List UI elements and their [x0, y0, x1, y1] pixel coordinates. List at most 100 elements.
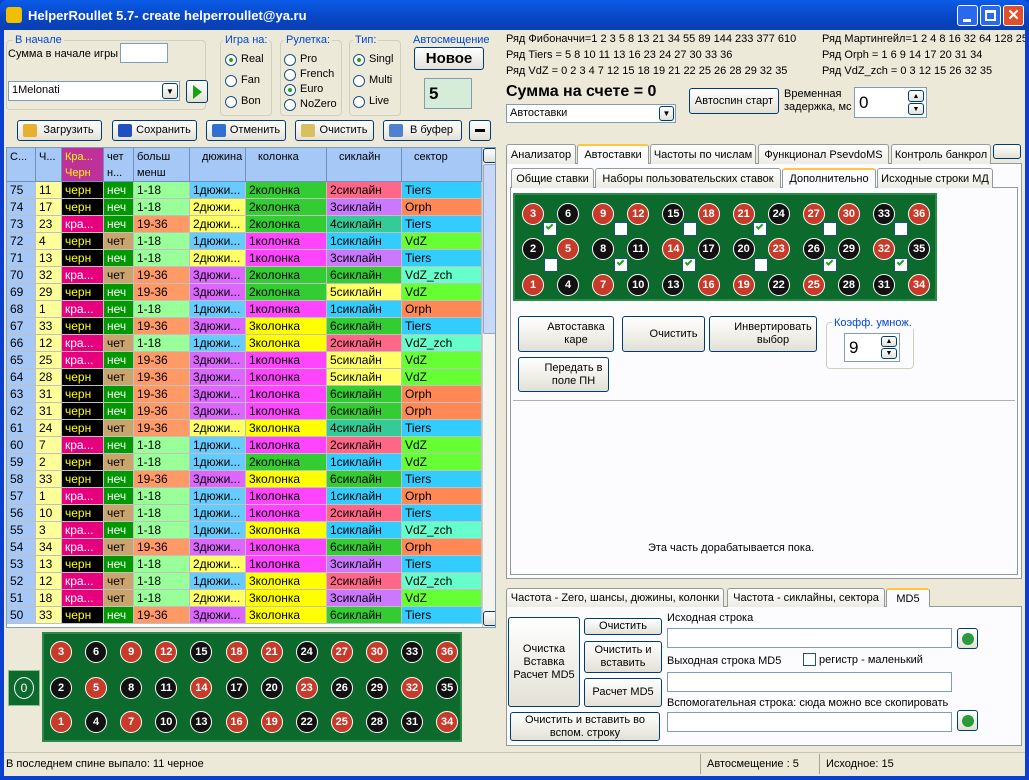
number-ball[interactable]: 9 [120, 641, 143, 663]
corner-checkbox[interactable] [823, 258, 837, 272]
number-ball[interactable]: 32 [401, 677, 423, 699]
toolbar-button[interactable]: Загрузить [17, 120, 102, 141]
scrollbar[interactable] [482, 148, 495, 627]
tab[interactable]: Частота - сиклайны, сектора [727, 588, 885, 607]
autospin-button[interactable]: Автоспин старт [689, 88, 779, 114]
number-ball[interactable]: 30 [837, 203, 860, 225]
number-ball[interactable]: 6 [85, 641, 108, 663]
column-header[interactable]: дюжина [190, 148, 246, 182]
corner-checkbox[interactable] [544, 258, 558, 272]
number-ball[interactable]: 12 [627, 203, 650, 225]
number-ball[interactable]: 27 [330, 641, 353, 663]
number-ball[interactable]: 35 [436, 677, 459, 699]
corner-checkbox[interactable] [753, 222, 767, 236]
number-ball[interactable]: 17 [225, 677, 248, 699]
number-ball[interactable]: 25 [802, 274, 825, 296]
number-ball[interactable]: 3 [50, 641, 72, 663]
radio[interactable] [225, 96, 237, 108]
number-ball[interactable]: 31 [401, 711, 423, 733]
spin-up[interactable]: ▲ [881, 336, 897, 347]
number-ball[interactable]: 18 [225, 641, 248, 663]
column-header[interactable]: сектор [402, 148, 482, 182]
source-input[interactable] [667, 628, 952, 648]
toolbar-button[interactable]: В буфер [383, 120, 462, 141]
number-ball[interactable]: 15 [190, 641, 213, 663]
spin-down[interactable]: ▼ [908, 103, 924, 115]
radio[interactable] [284, 99, 296, 111]
radio[interactable] [225, 75, 237, 87]
number-ball[interactable]: 10 [155, 711, 178, 733]
radio[interactable] [284, 69, 296, 81]
number-ball[interactable]: 20 [260, 677, 283, 699]
number-ball[interactable]: 24 [295, 641, 318, 663]
aux-input[interactable] [667, 712, 952, 732]
scroll-down[interactable] [483, 611, 495, 626]
column-header[interactable]: Ч... [36, 148, 62, 182]
number-ball[interactable]: 4 [85, 711, 108, 733]
radio[interactable] [284, 84, 296, 96]
number-ball[interactable]: 35 [908, 238, 931, 260]
number-ball[interactable]: 7 [592, 274, 615, 296]
number-ball[interactable]: 22 [767, 274, 790, 296]
number-ball[interactable]: 13 [190, 711, 213, 733]
corner-checkbox[interactable] [754, 258, 768, 272]
corner-checkbox[interactable] [614, 258, 628, 272]
tab[interactable]: Частоты по числам [650, 144, 756, 164]
number-ball[interactable]: 29 [837, 238, 860, 260]
scroll-thumb[interactable] [483, 164, 495, 334]
number-ball[interactable]: 7 [120, 711, 143, 733]
corner-checkbox[interactable] [682, 258, 696, 272]
md5-clear-button[interactable]: Очистить [584, 618, 662, 635]
number-ball[interactable]: 18 [697, 203, 720, 225]
number-ball[interactable]: 13 [662, 274, 685, 296]
delay-spinner[interactable]: 0 ▲ ▼ [854, 87, 927, 118]
tab[interactable]: Наборы пользовательских ставок [595, 168, 781, 188]
number-ball[interactable]: 6 [557, 203, 580, 225]
number-ball[interactable]: 19 [732, 274, 755, 296]
tab[interactable]: MD5 [886, 588, 930, 607]
number-ball[interactable]: 4 [557, 274, 580, 296]
number-ball[interactable]: 29 [365, 677, 388, 699]
number-ball[interactable]: 27 [802, 203, 825, 225]
number-ball[interactable]: 16 [225, 711, 248, 733]
zero-ball[interactable]: 0 [14, 677, 34, 699]
spin-up[interactable]: ▲ [908, 90, 924, 102]
toolbar-button[interactable]: Очистить [295, 120, 374, 141]
number-ball[interactable]: 23 [767, 238, 790, 260]
corner-checkbox[interactable] [543, 222, 557, 236]
number-ball[interactable]: 26 [802, 238, 825, 260]
corner-checkbox[interactable] [683, 222, 697, 236]
number-ball[interactable]: 34 [908, 274, 931, 296]
tab[interactable]: Общие ставки [511, 168, 594, 188]
column-header[interactable]: сиклайн [327, 148, 402, 182]
corner-checkbox[interactable] [614, 222, 628, 236]
corner-checkbox[interactable] [823, 222, 837, 236]
number-ball[interactable]: 23 [295, 677, 318, 699]
number-ball[interactable]: 24 [767, 203, 790, 225]
dropdown-arrow[interactable]: ▼ [659, 106, 674, 121]
invert-button[interactable]: Инвертировать выбор [709, 316, 817, 352]
number-ball[interactable]: 30 [365, 641, 388, 663]
md5-all-button[interactable]: Очистка Вставка Расчет MD5 [508, 617, 580, 707]
coef-spinner[interactable]: 9 ▲ ▼ [844, 333, 900, 362]
number-ball[interactable]: 25 [330, 711, 353, 733]
number-ball[interactable]: 28 [837, 274, 860, 296]
copy-icon-button[interactable] [957, 628, 978, 649]
toolbar-button[interactable]: Сохранить [112, 120, 197, 141]
tab[interactable]: Исходные строки МД [877, 168, 993, 188]
tab[interactable]: Автоставки [577, 144, 649, 164]
corner-button[interactable]: Автоставка каре [518, 316, 614, 352]
number-ball[interactable]: 19 [260, 711, 283, 733]
number-ball[interactable]: 1 [50, 711, 72, 733]
number-ball[interactable]: 33 [401, 641, 423, 663]
number-ball[interactable]: 20 [732, 238, 755, 260]
radio[interactable] [225, 54, 237, 66]
tab[interactable]: Анализатор [506, 144, 576, 164]
number-ball[interactable]: 34 [436, 711, 459, 733]
new-button[interactable]: Новое [414, 47, 484, 70]
number-ball[interactable]: 15 [662, 203, 685, 225]
radio[interactable] [353, 54, 365, 66]
tab[interactable]: Контроль банкрол [891, 144, 991, 164]
case-checkbox[interactable] [803, 653, 816, 666]
corner-checkbox[interactable] [894, 258, 908, 272]
